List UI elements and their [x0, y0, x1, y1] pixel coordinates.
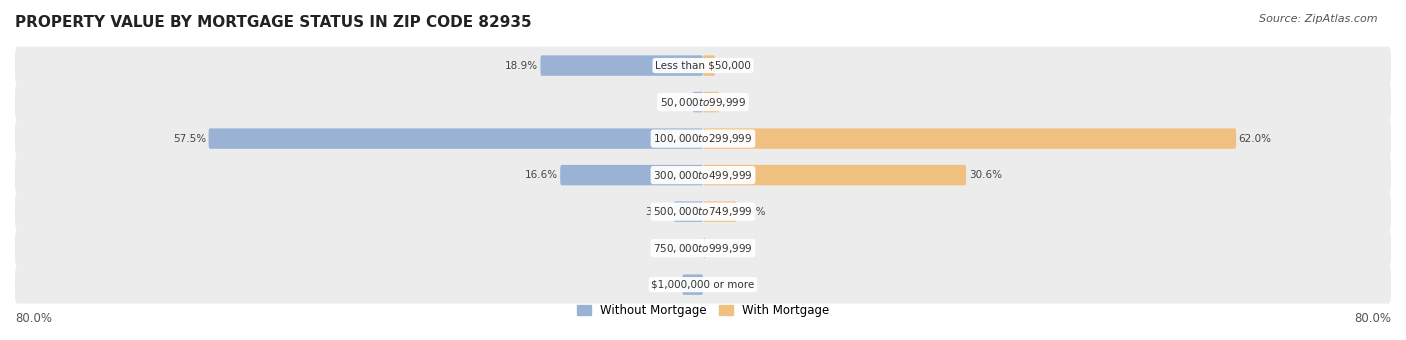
Legend: Without Mortgage, With Mortgage: Without Mortgage, With Mortgage [572, 299, 834, 322]
FancyBboxPatch shape [15, 193, 1391, 231]
Text: 1.4%: 1.4% [717, 61, 744, 71]
Text: 30.6%: 30.6% [969, 170, 1001, 180]
Text: 0.0%: 0.0% [706, 279, 733, 290]
FancyBboxPatch shape [15, 120, 1391, 157]
Text: $1,000,000 or more: $1,000,000 or more [651, 279, 755, 290]
FancyBboxPatch shape [703, 55, 716, 76]
FancyBboxPatch shape [15, 229, 1391, 267]
Text: $100,000 to $299,999: $100,000 to $299,999 [654, 132, 752, 145]
FancyBboxPatch shape [703, 201, 737, 222]
FancyBboxPatch shape [703, 238, 706, 258]
Text: 2.4%: 2.4% [654, 279, 679, 290]
FancyBboxPatch shape [693, 92, 703, 112]
FancyBboxPatch shape [15, 83, 1391, 121]
Text: Source: ZipAtlas.com: Source: ZipAtlas.com [1260, 14, 1378, 23]
Text: 16.6%: 16.6% [524, 170, 558, 180]
Text: 57.5%: 57.5% [173, 134, 207, 143]
FancyBboxPatch shape [15, 156, 1391, 194]
Text: $50,000 to $99,999: $50,000 to $99,999 [659, 96, 747, 108]
Text: 62.0%: 62.0% [1239, 134, 1271, 143]
FancyBboxPatch shape [208, 129, 703, 149]
FancyBboxPatch shape [15, 47, 1391, 85]
Text: 18.9%: 18.9% [505, 61, 538, 71]
Text: $750,000 to $999,999: $750,000 to $999,999 [654, 242, 752, 255]
Text: Less than $50,000: Less than $50,000 [655, 61, 751, 71]
Text: 1.9%: 1.9% [721, 97, 748, 107]
Text: 3.4%: 3.4% [645, 207, 671, 217]
Text: 0.0%: 0.0% [673, 243, 700, 253]
FancyBboxPatch shape [15, 266, 1391, 304]
Text: $300,000 to $499,999: $300,000 to $499,999 [654, 169, 752, 182]
Text: $500,000 to $749,999: $500,000 to $749,999 [654, 205, 752, 218]
FancyBboxPatch shape [703, 92, 720, 112]
Text: 0.34%: 0.34% [709, 243, 741, 253]
FancyBboxPatch shape [703, 129, 1236, 149]
Text: 3.9%: 3.9% [740, 207, 766, 217]
Text: 80.0%: 80.0% [1354, 312, 1391, 325]
Text: 1.2%: 1.2% [664, 97, 690, 107]
Text: PROPERTY VALUE BY MORTGAGE STATUS IN ZIP CODE 82935: PROPERTY VALUE BY MORTGAGE STATUS IN ZIP… [15, 15, 531, 30]
FancyBboxPatch shape [673, 201, 703, 222]
FancyBboxPatch shape [540, 55, 703, 76]
FancyBboxPatch shape [703, 165, 966, 185]
FancyBboxPatch shape [682, 274, 703, 295]
Text: 80.0%: 80.0% [15, 312, 52, 325]
FancyBboxPatch shape [560, 165, 703, 185]
